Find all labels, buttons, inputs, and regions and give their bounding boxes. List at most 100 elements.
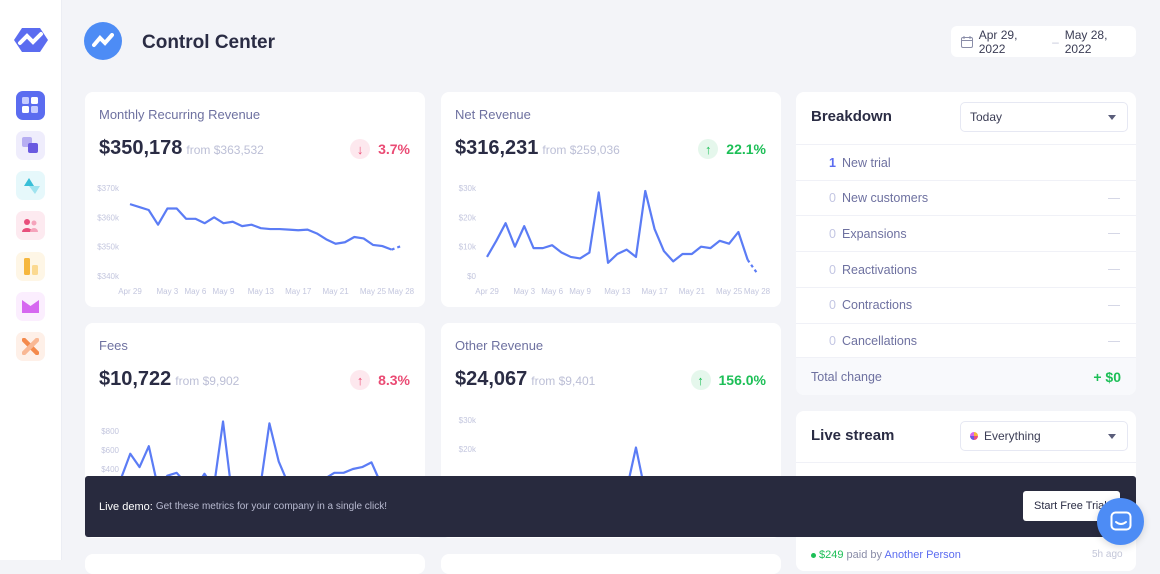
x-tick-label: May 17	[641, 287, 668, 296]
sidebar-item-mail[interactable]	[16, 292, 45, 321]
row-value-dash	[1108, 341, 1120, 342]
stream-text: paid by	[847, 549, 882, 561]
period-value: Today	[970, 110, 1002, 124]
sidebar	[0, 0, 62, 560]
tools-icon	[22, 338, 39, 355]
sidebar-item-users[interactable]	[16, 211, 45, 240]
bar-chart-icon	[24, 258, 38, 275]
brand-logo-icon[interactable]	[14, 26, 48, 54]
y-tick-label: $600	[101, 446, 119, 455]
sidebar-item-shapes[interactable]	[16, 171, 45, 200]
series-line	[487, 191, 748, 263]
row-value-dash	[1108, 269, 1120, 270]
live-demo-banner: Live demo:Get these metrics for your com…	[85, 476, 1136, 537]
row-label: Cancellations	[842, 334, 917, 348]
x-tick-label: May 13	[604, 287, 631, 296]
row-value-dash	[1108, 198, 1120, 199]
row-label: New customers	[842, 191, 928, 205]
x-tick-label: Apr 29	[118, 287, 142, 296]
caret-down-icon	[1108, 434, 1116, 439]
banner-label: Live demo:	[99, 501, 153, 513]
date-range-picker[interactable]: Apr 29, 2022 – May 28, 2022	[951, 26, 1136, 57]
row-value-dash	[1108, 305, 1120, 306]
pie-icon	[970, 432, 978, 440]
live-stream-title: Live stream	[811, 427, 894, 444]
breakdown-period-select[interactable]: Today	[960, 102, 1128, 132]
row-label: Expansions	[842, 227, 907, 241]
x-tick-label: May 13	[248, 287, 275, 296]
filter-value: Everything	[984, 429, 1041, 443]
total-label: Total change	[811, 370, 882, 384]
x-tick-label: Apr 29	[475, 287, 499, 296]
metric-card-partial	[441, 554, 781, 574]
row-label: Reactivations	[842, 263, 917, 277]
x-tick-label: May 17	[285, 287, 312, 296]
metric-card-partial	[85, 554, 425, 574]
y-tick-label: $800	[101, 427, 119, 436]
x-tick-label: May 28	[388, 287, 415, 296]
x-tick-label: May 9	[569, 287, 591, 296]
x-tick-label: May 6	[185, 287, 207, 296]
mail-icon	[22, 300, 39, 313]
total-value: + $0	[1093, 369, 1121, 385]
row-count: 0	[796, 334, 842, 348]
sidebar-item-reports[interactable]	[16, 252, 45, 281]
y-tick-label: $360k	[97, 213, 120, 222]
x-tick-label: May 28	[744, 287, 771, 296]
trend-logo-icon	[92, 33, 114, 49]
row-count: 0	[796, 227, 842, 241]
y-tick-label: $350k	[97, 243, 120, 252]
x-tick-label: May 25	[360, 287, 387, 296]
series-line-projected	[748, 260, 757, 273]
date-separator: –	[1052, 35, 1059, 49]
x-tick-label: May 6	[541, 287, 563, 296]
chat-icon	[1110, 511, 1132, 533]
page-title: Control Center	[142, 32, 275, 54]
sidebar-item-dashboard[interactable]	[16, 91, 45, 120]
stream-time: 5h ago	[1092, 549, 1123, 560]
y-tick-label: $20k	[459, 445, 477, 454]
stream-item[interactable]: $249 paid by Another Person	[811, 549, 961, 561]
dashboard-icon	[22, 97, 39, 114]
banner-text: Get these metrics for your company in a …	[156, 501, 387, 512]
x-tick-label: May 9	[213, 287, 235, 296]
calendar-icon	[961, 36, 973, 48]
row-count: 1	[796, 156, 842, 170]
row-count: 0	[796, 263, 842, 277]
y-tick-label: $20k	[459, 213, 477, 222]
y-tick-label: $370k	[97, 184, 120, 193]
sidebar-item-layers[interactable]	[16, 131, 45, 160]
caret-down-icon	[1108, 115, 1116, 120]
total-change-row: Total change + $0	[796, 357, 1136, 395]
sidebar-item-tools[interactable]	[16, 332, 45, 361]
users-icon	[22, 218, 39, 233]
date-end: May 28, 2022	[1065, 28, 1136, 56]
y-tick-label: $340k	[97, 272, 120, 281]
live-stream-filter-select[interactable]: Everything	[960, 421, 1128, 451]
stream-amount: $249	[819, 549, 843, 561]
x-tick-label: May 3	[156, 287, 178, 296]
row-value-dash	[1108, 233, 1120, 234]
x-tick-label: May 21	[679, 287, 706, 296]
line-chart: $370k $360k $350k $340k Apr 29 May 3 May 6 May …	[85, 92, 425, 307]
row-count: 0	[796, 191, 842, 205]
series-line	[130, 204, 392, 249]
y-tick-label: $30k	[459, 416, 477, 425]
layers-icon	[22, 137, 39, 154]
x-tick-label: May 25	[716, 287, 743, 296]
stream-customer-link[interactable]: Another Person	[884, 549, 960, 561]
row-label: New trial	[842, 156, 891, 170]
date-start: Apr 29, 2022	[979, 28, 1046, 56]
x-tick-label: May 3	[513, 287, 535, 296]
chat-launcher-button[interactable]	[1097, 498, 1144, 545]
